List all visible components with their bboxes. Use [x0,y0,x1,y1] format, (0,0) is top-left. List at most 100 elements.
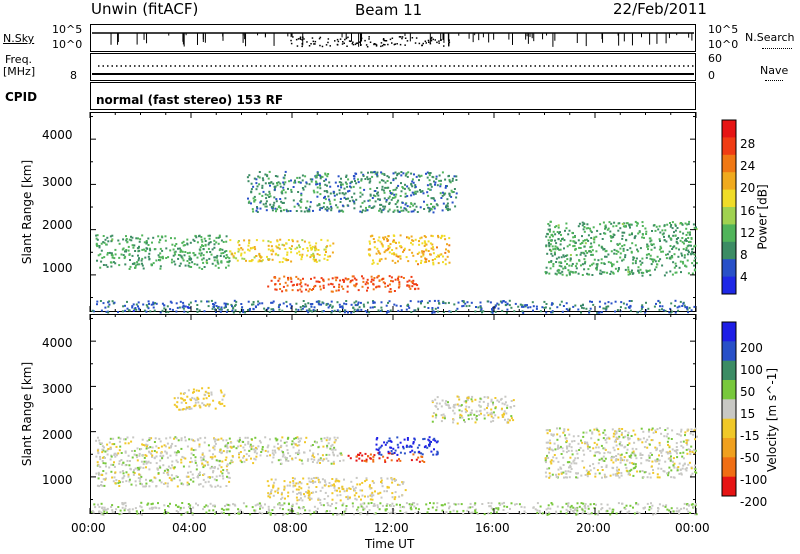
heatmap-cell [458,409,461,412]
heatmap-cell [186,311,189,314]
heatmap-cell [591,249,594,252]
heatmap-cell [312,309,315,311]
heatmap-cell [211,456,214,459]
heatmap-cell [324,491,327,494]
heatmap-cell [381,172,384,175]
heatmap-cell [396,453,399,456]
heatmap-cell [209,251,212,253]
heatmap-cell [654,460,657,463]
heatmap-cell [549,307,552,310]
heatmap-cell [232,306,235,309]
heatmap-cell [574,247,577,250]
heatmap-cell [213,448,216,451]
heatmap-cell [421,300,423,303]
heatmap-cell [372,206,374,209]
heatmap-cell [386,310,389,313]
heatmap-cell [189,241,192,244]
heatmap-cell [144,256,147,259]
heatmap-cell [100,502,103,505]
heatmap-cell [91,510,94,513]
heatmap-cell [319,177,322,180]
heatmap-cell [548,248,551,251]
heatmap-cell [311,254,314,257]
heatmap-cell [595,446,598,449]
heatmap-cell [286,253,289,256]
heatmap-cell [185,402,188,404]
heatmap-cell [228,504,231,507]
heatmap-cell [215,475,218,478]
heatmap-cell [641,261,644,264]
heatmap-cell [430,234,433,237]
heatmap-cell [406,284,409,287]
heatmap-cell [194,300,197,303]
heatmap-cell [436,310,439,313]
heatmap-cell [507,421,510,424]
heatmap-cell [600,272,603,275]
heatmap-cell [133,453,136,456]
heatmap-cell [315,476,318,479]
heatmap-cell [621,444,624,447]
heatmap-cell [560,300,563,303]
heatmap-cell [362,506,365,509]
heatmap-cell [222,477,225,480]
heatmap-cell [631,451,634,454]
heatmap-cell [624,256,627,259]
heatmap-cell [596,451,599,454]
heatmap-cell [565,437,568,440]
heatmap-cell [175,504,177,507]
heatmap-cell [293,205,296,208]
heatmap-cell [621,245,624,248]
heatmap-cell [575,449,578,452]
heatmap-cell [587,234,590,237]
heatmap-cell [669,311,672,314]
heatmap-cell [378,508,381,511]
heatmap-cell [300,258,303,261]
heatmap-cell [388,203,391,205]
heatmap-cell [559,303,562,306]
heatmap-cell [255,209,258,212]
heatmap-cell [574,304,577,307]
heatmap-cell [261,506,264,509]
heatmap-cell [318,259,321,262]
freq-label-line2: [MHz] [3,65,36,78]
heatmap-cell [598,300,601,303]
heatmap-cell [390,290,393,293]
heatmap-cell [688,220,691,223]
heatmap-cell [151,502,154,505]
heatmap-cell [451,177,454,180]
heatmap-cell [614,473,617,476]
heatmap-cell [577,272,580,275]
heatmap-cell [148,468,151,471]
heatmap-cell [658,308,661,311]
heatmap-cell [604,227,606,230]
heatmap-cell [552,460,555,463]
heatmap-cell [400,246,403,249]
heatmap-cell [336,276,339,279]
region-blue-blob [375,436,439,456]
heatmap-cell [629,469,632,472]
heatmap-cell [671,221,674,224]
heatmap-cell [118,513,121,516]
heatmap-cell [570,462,573,465]
heatmap-cell [296,176,299,179]
heatmap-cell [569,456,572,459]
heatmap-cell [228,437,231,440]
heatmap-cell [429,441,431,444]
heatmap-cell [477,306,480,309]
heatmap-cell [641,274,644,277]
heatmap-cell [614,310,617,313]
heatmap-cell [171,243,174,246]
heatmap-cell [577,435,580,438]
heatmap-cell [383,191,386,194]
heatmap-cell [405,172,408,175]
heatmap-cell [380,453,383,456]
heatmap-cell [367,178,369,181]
heatmap-cell [384,460,387,463]
heatmap-cell [322,445,325,448]
heatmap-cell [345,505,348,507]
heatmap-cell [587,447,589,450]
heatmap-cell [184,305,187,308]
heatmap-cell [253,457,256,460]
heatmap-cell [670,237,673,240]
heatmap-cell [602,437,605,440]
